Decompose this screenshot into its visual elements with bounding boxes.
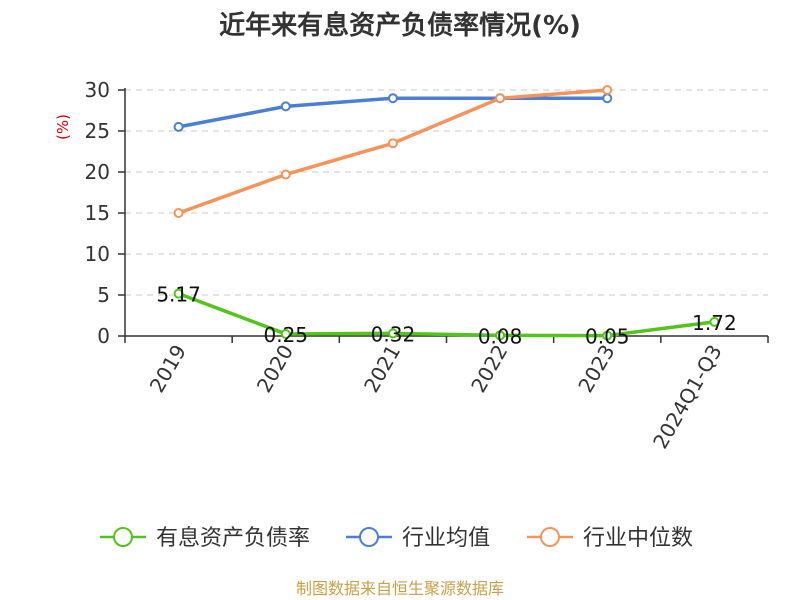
x-tick-label: 2024Q1-Q3 (648, 341, 727, 453)
data-labels: 5.17 0.25 0.32 0.08 0.05 1.72 (156, 283, 736, 349)
legend-marker (113, 527, 133, 547)
data-point[interactable] (173, 208, 184, 218)
data-point[interactable] (280, 328, 291, 339)
series-line (176, 291, 717, 338)
data-point[interactable] (387, 328, 398, 339)
y-tick-label: 25 (85, 119, 110, 143)
y-axis-label: (%) (54, 114, 72, 140)
data-point[interactable] (602, 330, 613, 341)
axes: 0 5 10 15 20 25 30 2019 2020 2021 2022 2023 2024Q1-Q… (85, 78, 769, 453)
y-tick-label: 15 (85, 201, 110, 225)
source-note: 制图数据来自恒生聚源数据库 (296, 579, 504, 598)
data-label: 0.08 (478, 324, 523, 348)
data-point[interactable] (602, 85, 613, 95)
x-tick-label: 2021 (359, 341, 405, 397)
data-point[interactable] (709, 316, 720, 327)
data-point[interactable] (387, 138, 398, 149)
legend-label: 行业均值 (402, 526, 490, 551)
data-point[interactable] (280, 101, 291, 112)
legend-item[interactable]: 行业均值 (346, 526, 490, 551)
legend-item[interactable]: 行业中位数 (527, 526, 693, 551)
legend-label: 行业中位数 (583, 526, 693, 551)
data-label: 5.17 (156, 283, 201, 307)
data-label: 0.05 (585, 325, 630, 349)
y-tick-label: 20 (85, 160, 110, 184)
chart-title: 近年来有息资产负债率情况(%) (219, 10, 581, 41)
data-label: 0.32 (371, 322, 416, 346)
data-point[interactable] (387, 93, 398, 104)
data-point[interactable] (173, 121, 184, 132)
data-point[interactable] (173, 288, 184, 299)
x-tick-label: 2023 (573, 341, 619, 397)
x-tick-label: 2022 (466, 341, 512, 397)
legend-item[interactable]: 有息资产负债率 (100, 526, 310, 551)
data-point[interactable] (495, 93, 506, 104)
data-point[interactable] (602, 93, 613, 104)
series-line (176, 88, 609, 215)
data-point[interactable] (280, 169, 291, 180)
legend-marker (540, 527, 560, 547)
y-tick-label: 10 (85, 242, 110, 266)
grid-lines (125, 89, 768, 296)
data-point[interactable] (495, 330, 506, 341)
legend-label: 有息资产负债率 (156, 526, 310, 551)
series-lines (173, 85, 720, 341)
x-tick-label: 2019 (145, 341, 191, 397)
x-tick-label: 2020 (252, 341, 298, 397)
data-label: 0.25 (263, 323, 308, 347)
legend-marker (359, 527, 379, 547)
y-tick-label: 5 (97, 283, 110, 307)
y-tick-label: 0 (97, 324, 110, 348)
y-tick-label: 30 (85, 78, 110, 102)
legend[interactable]: 有息资产负债率 行业均值 行业中位数 (100, 526, 693, 551)
data-label: 1.72 (692, 311, 737, 335)
